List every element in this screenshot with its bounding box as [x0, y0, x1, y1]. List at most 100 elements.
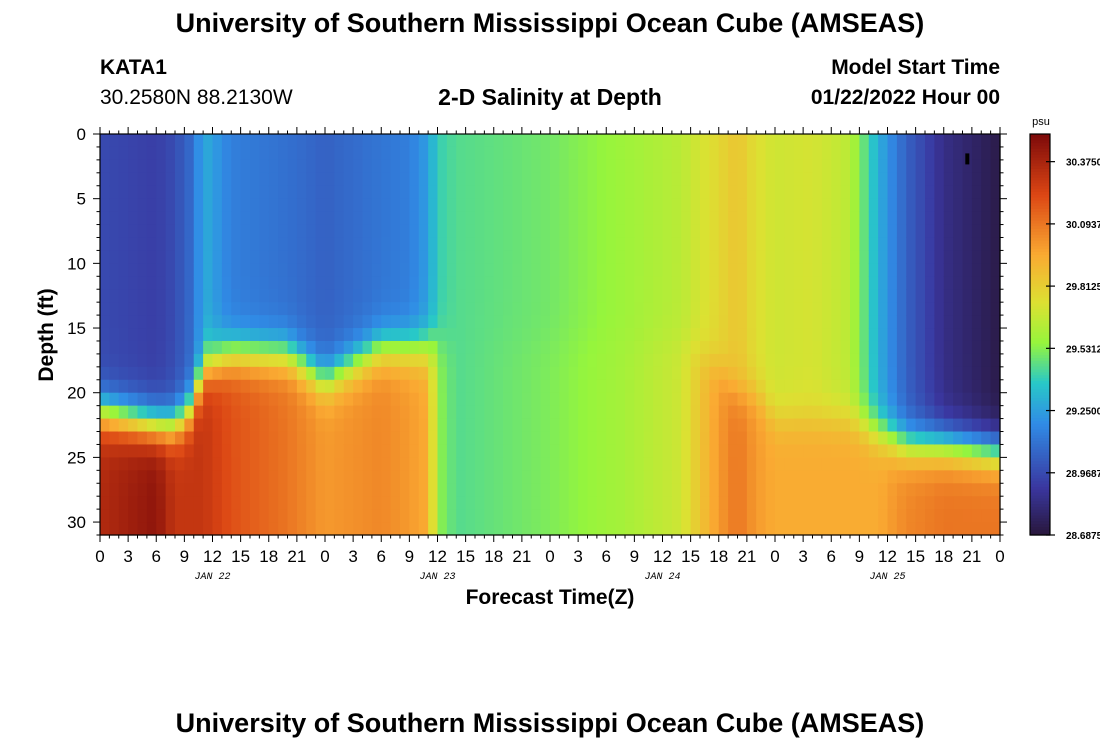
heatmap-cell — [325, 328, 335, 342]
heatmap-cell — [793, 289, 804, 303]
heatmap-cell — [268, 302, 279, 316]
heatmap-cell — [465, 276, 476, 290]
heatmap-cell — [146, 159, 157, 174]
heatmap-cell — [250, 470, 260, 484]
heatmap-cell — [437, 431, 448, 446]
heatmap-cell — [259, 483, 270, 497]
heatmap-cell — [390, 198, 401, 213]
heatmap-cell — [184, 496, 195, 510]
colorbar-frame — [1029, 133, 1051, 536]
heatmap-cell — [718, 509, 729, 523]
heatmap-cell — [409, 353, 420, 368]
y-tick-label: 30 — [67, 513, 86, 532]
heatmap-cell — [146, 405, 157, 420]
heatmap-cell — [212, 379, 223, 394]
heatmap-cell — [606, 315, 617, 329]
heatmap-cell — [793, 159, 804, 174]
heatmap-cell — [793, 392, 804, 407]
heatmap-cell — [690, 392, 701, 407]
heatmap-cell — [128, 379, 139, 394]
heatmap-cell — [475, 159, 485, 174]
heatmap-cell — [962, 159, 973, 174]
heatmap-cell — [512, 146, 523, 161]
heatmap-cell — [287, 224, 298, 239]
heatmap-cell — [231, 405, 242, 420]
heatmap-cell — [325, 302, 335, 316]
heatmap-cell — [390, 134, 401, 148]
heatmap-cell — [868, 134, 879, 148]
heatmap-cell — [812, 470, 823, 484]
heatmap-cell — [840, 470, 851, 484]
heatmap-cell — [353, 315, 364, 329]
heatmap-cell — [681, 509, 692, 523]
heatmap-cell — [493, 250, 504, 264]
heatmap-cell — [765, 263, 776, 277]
colorbar-segment — [1030, 451, 1050, 456]
heatmap-cell — [615, 444, 626, 458]
heatmap-cell — [718, 315, 729, 329]
heatmap-cell — [925, 211, 935, 226]
colorbar-segment — [1030, 480, 1050, 485]
heatmap-cell — [221, 276, 232, 290]
heatmap-cell — [418, 366, 429, 381]
heatmap-cell — [728, 444, 739, 458]
heatmap-cell — [643, 263, 654, 277]
heatmap-cell — [400, 496, 410, 510]
heatmap-cell — [418, 328, 429, 342]
heatmap-cell — [746, 263, 757, 277]
heatmap-cell — [653, 276, 664, 290]
heatmap-cell — [512, 211, 523, 226]
heatmap-cell — [700, 509, 710, 523]
heatmap-cell — [793, 146, 804, 161]
heatmap-cell — [934, 289, 945, 303]
heatmap-cell — [906, 405, 917, 420]
heatmap-cell — [906, 315, 917, 329]
heatmap-cell — [728, 263, 739, 277]
heatmap-cell — [390, 405, 401, 420]
heatmap-cell — [428, 483, 439, 497]
heatmap-cell — [296, 134, 307, 148]
heatmap-cell — [784, 146, 795, 161]
heatmap-cell — [700, 211, 710, 226]
heatmap-cell — [821, 431, 832, 446]
heatmap-cell — [934, 172, 945, 187]
heatmap-cell — [775, 405, 785, 420]
heatmap-cell — [746, 418, 757, 433]
heatmap-cell — [184, 237, 195, 252]
heatmap-cell — [268, 315, 279, 329]
colorbar-segment — [1030, 151, 1050, 155]
heatmap-cell — [700, 237, 710, 252]
heatmap-cell — [793, 366, 804, 381]
x-tick-label: 15 — [906, 547, 925, 566]
heatmap-cell — [484, 146, 495, 161]
heatmap-cell — [390, 457, 401, 471]
heatmap-cell — [165, 159, 176, 174]
heatmap-cell — [953, 302, 964, 316]
heatmap-cell — [446, 134, 457, 148]
heatmap-cell — [625, 366, 635, 381]
heatmap-cell — [925, 185, 935, 200]
heatmap-cell — [184, 340, 195, 355]
heatmap-cell — [681, 146, 692, 161]
heatmap-cell — [803, 172, 814, 187]
heatmap-cell — [906, 263, 917, 277]
heatmap-cell — [296, 509, 307, 523]
heatmap-cell — [193, 224, 204, 239]
heatmap-cell — [521, 224, 532, 239]
heatmap-cell — [493, 522, 504, 536]
heatmap-cell — [221, 470, 232, 484]
heatmap-cell — [559, 392, 570, 407]
heatmap-cell — [109, 302, 120, 316]
heatmap-cell — [596, 289, 607, 303]
heatmap-cell — [756, 366, 767, 381]
heatmap-cell — [521, 509, 532, 523]
heatmap-cell — [765, 315, 776, 329]
heatmap-cell — [381, 496, 392, 510]
heatmap-cell — [971, 353, 982, 368]
heatmap-cell — [259, 289, 270, 303]
x-tick-label: 3 — [573, 547, 582, 566]
heatmap-cell — [653, 250, 664, 264]
heatmap-cell — [531, 250, 542, 264]
heatmap-cell — [296, 302, 307, 316]
heatmap-cell — [559, 185, 570, 200]
